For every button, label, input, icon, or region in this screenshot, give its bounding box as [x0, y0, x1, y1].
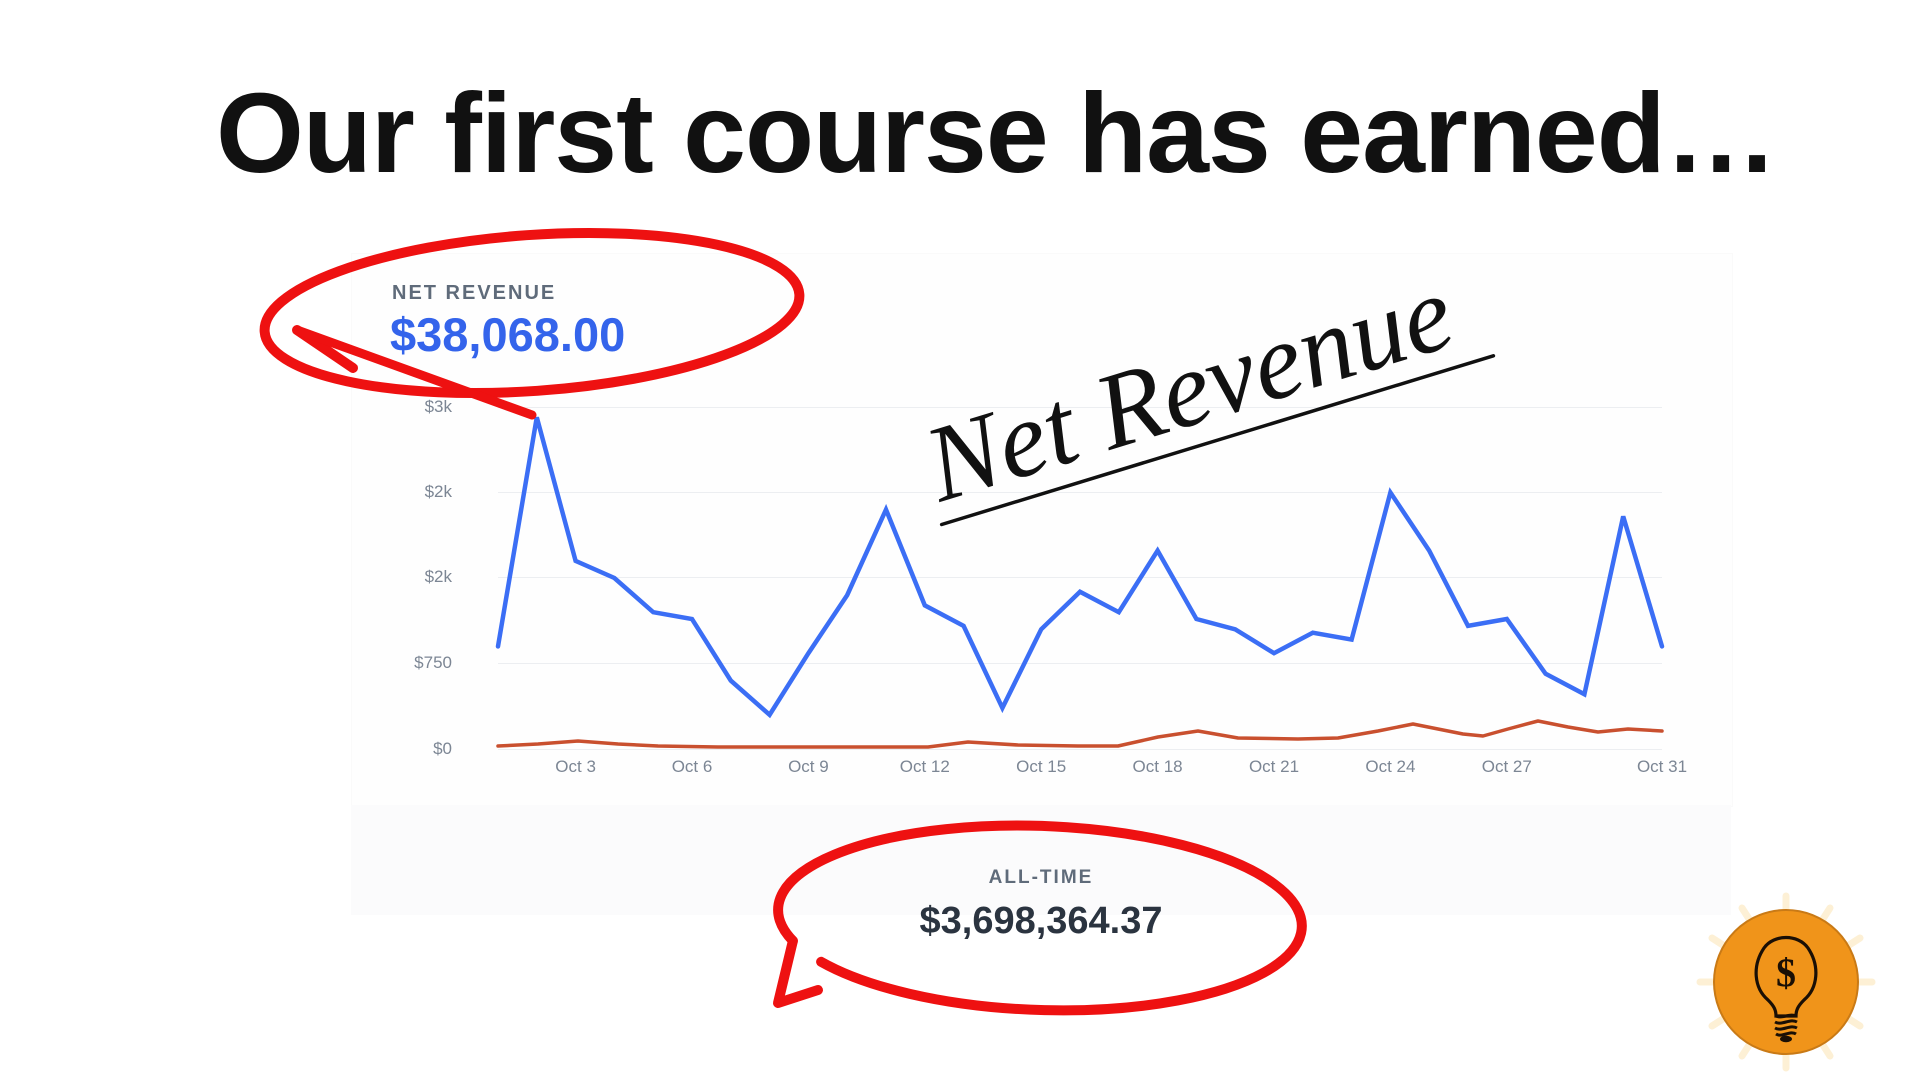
svg-text:$: $ — [1776, 950, 1796, 995]
